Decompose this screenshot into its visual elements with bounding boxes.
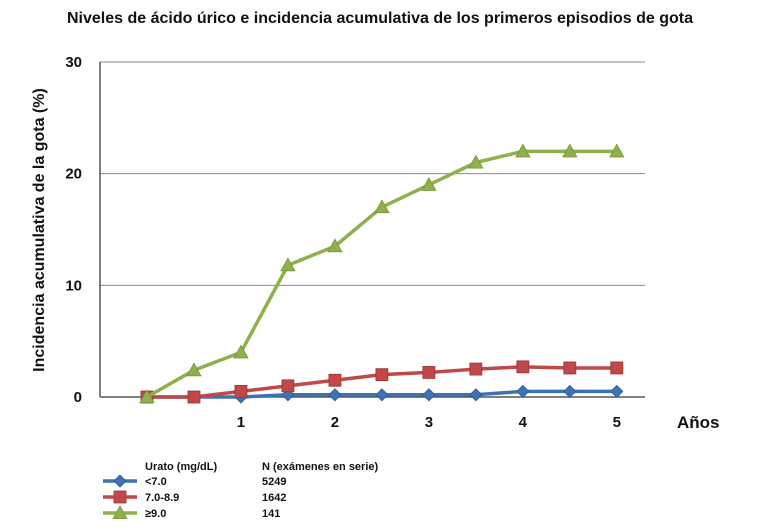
legend-marker <box>113 490 127 504</box>
axes: 0 10 20 30 1 2 3 4 5 <box>65 54 621 431</box>
legend-item: <7.0 5249 <box>103 474 286 488</box>
data-point <box>563 361 577 375</box>
data-point <box>562 143 578 158</box>
legend-label: <7.0 <box>145 476 167 488</box>
data-point <box>469 388 483 402</box>
data-point <box>374 199 390 214</box>
axis-labels: Incidencia acumulativa de la gota (%) Añ… <box>31 88 720 432</box>
data-point <box>233 344 249 359</box>
legend-n-value: 1642 <box>262 492 286 504</box>
data-point <box>610 361 624 375</box>
data-point <box>280 257 296 272</box>
data-point <box>422 388 436 402</box>
x-tick-label: 3 <box>425 414 433 431</box>
legend-n-value: 141 <box>262 508 280 520</box>
data-point <box>563 384 577 398</box>
y-tick-label: 0 <box>74 389 82 406</box>
legend-marker <box>112 505 128 519</box>
data-point <box>610 384 624 398</box>
gridlines <box>100 61 645 398</box>
data-point <box>515 143 531 158</box>
data-point <box>328 388 342 402</box>
data-point <box>468 154 484 169</box>
legend-item: ≥9.0 141 <box>103 505 280 520</box>
x-tick-label: 1 <box>237 414 245 431</box>
data-point <box>139 389 155 404</box>
y-axis-label: Incidencia acumulativa de la gota (%) <box>31 88 48 372</box>
data-point <box>281 379 295 393</box>
legend-label: 7.0-8.9 <box>145 492 179 504</box>
data-point <box>186 362 202 377</box>
data-point <box>375 368 389 382</box>
data-point <box>422 366 436 379</box>
data-point <box>234 385 248 398</box>
data-point <box>516 360 530 374</box>
y-tick-label: 10 <box>65 277 82 294</box>
data-point <box>469 362 483 376</box>
data-point <box>328 373 342 387</box>
series-group <box>139 143 625 404</box>
series-line <box>146 149 617 399</box>
legend-header-n: N (exámenes en serie) <box>262 461 379 473</box>
legend-label: ≥9.0 <box>145 508 166 520</box>
data-point <box>421 177 437 191</box>
chart-title: Niveles de ácido úrico e incidencia acum… <box>67 10 693 27</box>
legend-header-urato: Urato (mg/dL) <box>145 461 217 473</box>
legend: Urato (mg/dL) N (exámenes en serie) <7.0… <box>103 461 379 520</box>
data-point <box>609 143 625 158</box>
legend-item: 7.0-8.9 1642 <box>103 490 286 504</box>
y-tick-label: 30 <box>65 54 82 71</box>
data-point <box>516 384 530 398</box>
y-tick-label: 20 <box>65 166 82 183</box>
data-point <box>187 390 201 404</box>
series-3 <box>139 143 625 404</box>
data-point <box>327 238 343 253</box>
data-point <box>375 388 389 402</box>
x-axis-label: Años <box>677 413 720 432</box>
legend-n-value: 5249 <box>262 476 286 488</box>
x-tick-label: 4 <box>519 414 528 431</box>
x-tick-label: 5 <box>613 414 621 431</box>
x-tick-label: 2 <box>331 414 339 431</box>
legend-marker <box>113 474 127 488</box>
